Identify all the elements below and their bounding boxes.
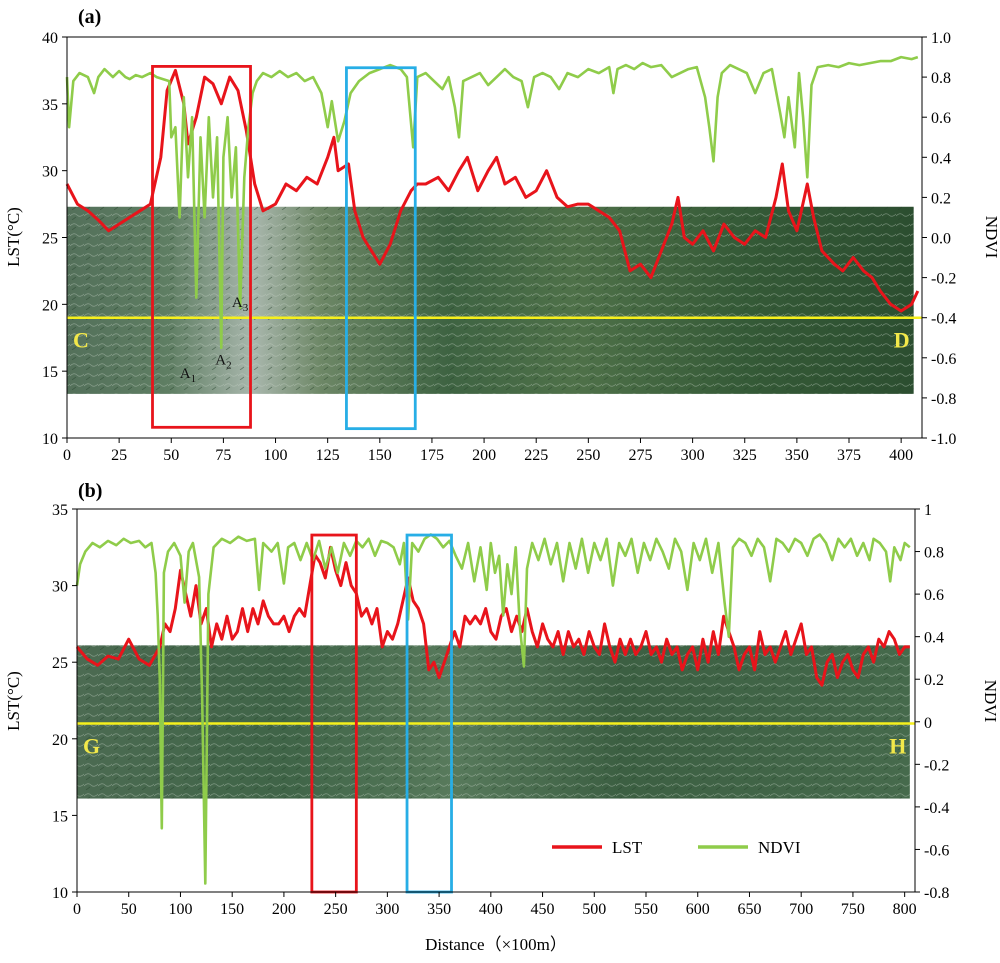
panel-a-series-ndvi-line bbox=[65, 55, 919, 350]
panel-a-x-tick-label: 375 bbox=[837, 447, 861, 464]
legend-ndvi-label: NDVI bbox=[758, 838, 801, 857]
panel-b-x-tick-label: 50 bbox=[121, 901, 137, 918]
panel-b-x-tick-label: 250 bbox=[324, 901, 348, 918]
panel-a-point-label-subscript: 3 bbox=[243, 302, 249, 314]
panel-a-highlight-box-blue bbox=[345, 66, 417, 431]
panel-a-x-tick-label: 400 bbox=[889, 447, 913, 464]
panel-b-y-right-tick-label: -0.6 bbox=[924, 842, 949, 859]
panel-b-x-tick-label: 700 bbox=[789, 901, 813, 918]
panel-a-y-right-tick-label: -1.0 bbox=[931, 431, 956, 448]
panel-a-y-left-tick-label: 30 bbox=[42, 164, 58, 181]
panel-a-x-tick-label: 275 bbox=[628, 447, 652, 464]
panel-a-y-right-tick-label: -0.4 bbox=[931, 311, 956, 328]
panel-b-x-tick-label: 500 bbox=[582, 901, 606, 918]
panel-b-image-texture bbox=[77, 645, 910, 799]
panel-a-image-texture bbox=[67, 206, 914, 394]
panel-a-x-tick-label: 75 bbox=[215, 447, 231, 464]
panel-a-x-tick-label: 100 bbox=[264, 447, 288, 464]
panel-b-y-left-tick-label: 30 bbox=[52, 579, 68, 596]
panel-a-ylabel-right: NDVI bbox=[982, 216, 1000, 259]
panel-a-endpoint-start-label: C bbox=[73, 328, 89, 353]
panel-a-y-right-tick-label: -0.2 bbox=[931, 271, 956, 288]
panel-a-x-tick-label: 175 bbox=[420, 447, 444, 464]
panel-b-y-right-tick-label: -0.8 bbox=[924, 885, 949, 902]
panel-a-series-lst-line bbox=[65, 68, 920, 313]
panel-a-y-left-tick-label: 15 bbox=[42, 364, 58, 381]
panel-b-x-tick-label: 100 bbox=[168, 901, 192, 918]
panel-a-x-tick-label: 200 bbox=[472, 447, 496, 464]
panel-a-endpoint-end-label: D bbox=[894, 328, 910, 353]
panel-a-x-tick-label: 150 bbox=[368, 447, 392, 464]
panel-a-y-right-tick-label: 0.8 bbox=[931, 70, 951, 87]
panel-b-y-left-tick-label: 10 bbox=[52, 885, 68, 902]
panel-a-y-right-tick-label: -0.6 bbox=[931, 351, 956, 368]
panel-a-x-tick-label: 225 bbox=[524, 447, 548, 464]
panel-b-y-right-tick-label: 0.2 bbox=[924, 672, 944, 689]
panel-b-x-tick-label: 200 bbox=[272, 901, 296, 918]
panel-a-y-right-tick-label: 0.6 bbox=[931, 110, 951, 127]
panel-b-y-right-tick-label: 0 bbox=[924, 715, 932, 732]
panel-a-y-right-tick-label: 1.0 bbox=[931, 30, 951, 47]
panel-a-y-left-tick-label: 25 bbox=[42, 231, 58, 248]
panel-b-ylabel-left: LST(°C) bbox=[4, 671, 23, 731]
panel-b-y-left-tick-label: 15 bbox=[52, 808, 68, 825]
panel-a-y-right-tick-label: 0.4 bbox=[931, 150, 951, 167]
panel-a-x-tick-label: 125 bbox=[316, 447, 340, 464]
panel-a-y-left-tick-label: 35 bbox=[42, 97, 58, 114]
panel-b-x-tick-label: 600 bbox=[686, 901, 710, 918]
panel-b: (b) G H0 50 100 150 200 250 300 350 400 450 500 550 6… bbox=[4, 480, 1000, 918]
panel-b-y-right-tick-label: 0.8 bbox=[924, 545, 944, 562]
legend: LST NDVI bbox=[552, 838, 801, 857]
panel-a-y-left-tick-label: 40 bbox=[42, 30, 58, 47]
panel-a-y-right-tick-label: 0.2 bbox=[931, 190, 951, 207]
panel-b-y-left-tick-label: 35 bbox=[52, 502, 68, 519]
panel-b-y-right-tick-label: -0.4 bbox=[924, 800, 949, 817]
panel-b-x-tick-label: 550 bbox=[634, 901, 658, 918]
panel-a-label: (a) bbox=[78, 6, 101, 28]
panel-b-y-right-tick-label: -0.2 bbox=[924, 757, 949, 774]
panel-a-x-tick-label: 0 bbox=[63, 447, 71, 464]
x-axis-label: Distance（×100m） bbox=[425, 935, 567, 954]
panel-b-x-tick-label: 800 bbox=[893, 901, 917, 918]
panel-b-x-tick-label: 300 bbox=[375, 901, 399, 918]
panel-b-x-tick-label: 650 bbox=[737, 901, 761, 918]
panel-b-x-tick-label: 400 bbox=[479, 901, 503, 918]
panel-a-point-label-subscript: 1 bbox=[191, 373, 197, 385]
panel-a-point-label-subscript: 2 bbox=[226, 359, 232, 371]
panel-a-x-tick-label: 325 bbox=[733, 447, 757, 464]
panel-a-y-left-tick-label: 10 bbox=[42, 431, 58, 448]
panel-b-y-right-tick-label: 1 bbox=[924, 502, 932, 519]
panel-b-y-right-tick-label: 0.4 bbox=[924, 630, 944, 647]
panel-b-x-tick-label: 350 bbox=[427, 901, 451, 918]
panel-a-y-left-tick-label: 20 bbox=[42, 297, 58, 314]
panel-a-y-right-tick-label: 0.0 bbox=[931, 231, 951, 248]
panel-a-x-tick-label: 25 bbox=[111, 447, 127, 464]
panel-a-x-tick-label: 250 bbox=[576, 447, 600, 464]
panel-a-frame bbox=[66, 36, 923, 439]
panel-a-ylabel-left: LST(°C) bbox=[4, 207, 23, 267]
panel-b-label: (b) bbox=[78, 480, 102, 502]
panel-a-x-tick-label: 350 bbox=[785, 447, 809, 464]
panel-b-y-right-tick-label: 0.6 bbox=[924, 587, 944, 604]
panel-a-x-tick-label: 300 bbox=[681, 447, 705, 464]
panel-b-series-lst-line bbox=[75, 545, 910, 687]
panel-b-x-tick-label: 750 bbox=[841, 901, 865, 918]
panel-b-x-tick-label: 150 bbox=[220, 901, 244, 918]
panel-a-highlight-box-red bbox=[151, 65, 252, 429]
panel-b-ylabel-right: NDVI bbox=[981, 680, 1000, 723]
panel-a-x-tick-label: 50 bbox=[163, 447, 179, 464]
legend-lst-label: LST bbox=[612, 838, 643, 857]
panel-b-x-tick-label: 450 bbox=[531, 901, 555, 918]
panel-b-endpoint-start-label: G bbox=[83, 733, 100, 758]
panel-b-y-left-tick-label: 25 bbox=[52, 655, 68, 672]
panel-b-endpoint-end-label: H bbox=[889, 733, 906, 758]
panel-a-y-right-tick-label: -0.8 bbox=[931, 391, 956, 408]
panel-b-y-left-tick-label: 20 bbox=[52, 732, 68, 749]
panel-b-frame bbox=[76, 508, 916, 893]
panel-b-series-ndvi-line bbox=[75, 533, 911, 885]
panel-b-x-tick-label: 0 bbox=[73, 901, 81, 918]
